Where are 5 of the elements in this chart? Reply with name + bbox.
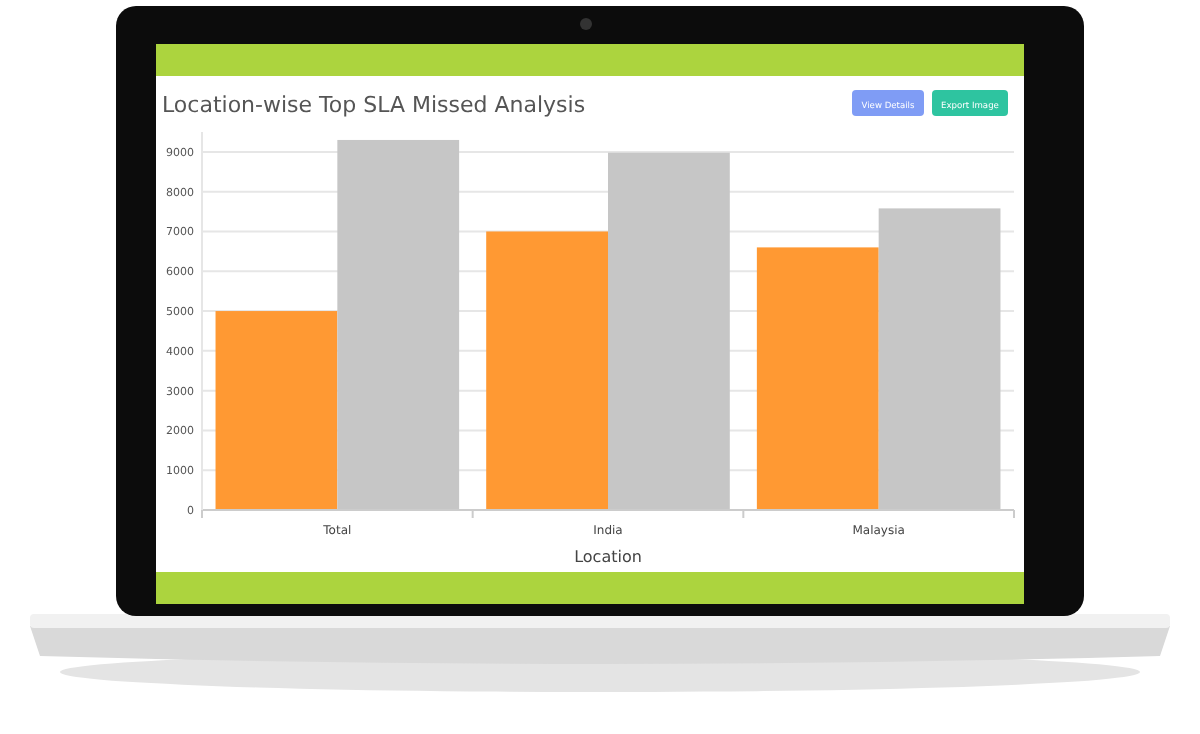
chart-title: Location-wise Top SLA Missed Analysis	[162, 92, 586, 118]
bar	[215, 311, 338, 510]
bar	[486, 231, 608, 510]
bar	[756, 247, 879, 510]
x-axis-title: Location	[574, 548, 642, 566]
